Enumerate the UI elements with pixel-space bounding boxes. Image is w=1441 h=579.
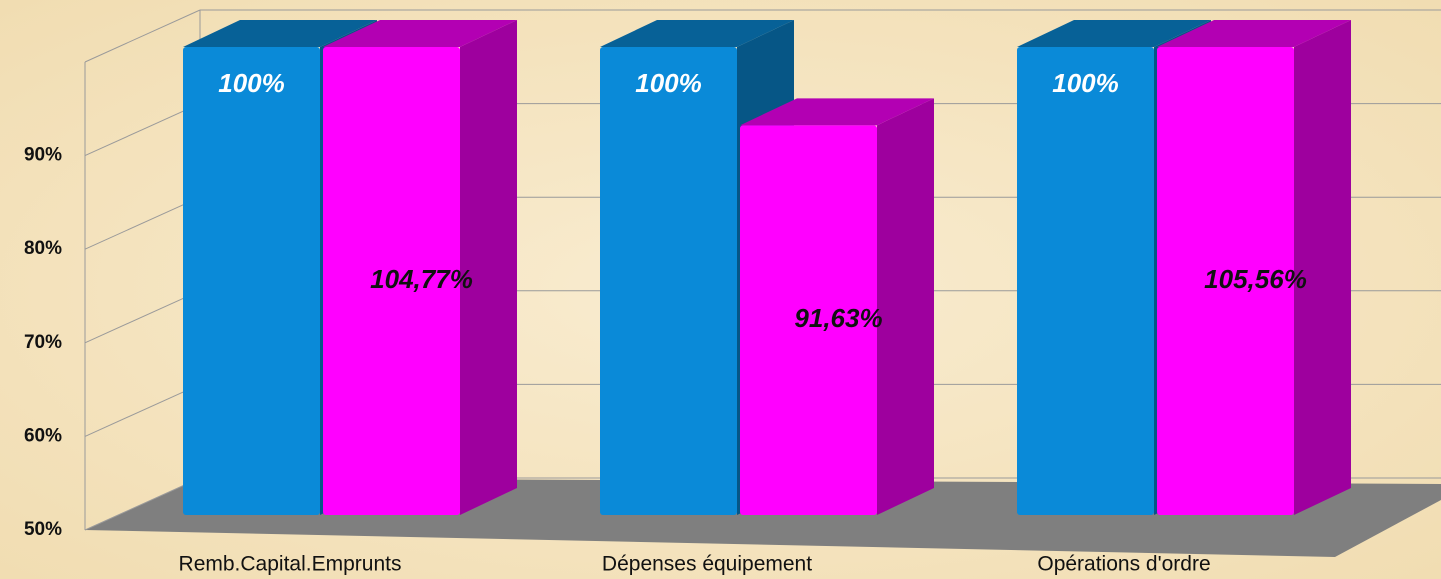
value-label: 100% [635, 68, 702, 98]
grid-line [84, 290, 201, 344]
bar-side [460, 20, 517, 515]
bar-top [183, 20, 377, 47]
y-tick-label: 80% [24, 238, 62, 259]
grid-line [84, 103, 201, 157]
grid-line [84, 383, 201, 437]
x-tick-label: Remb.Capital.Emprunts [179, 553, 402, 576]
bar-side [1294, 20, 1351, 515]
bar-top [323, 20, 517, 47]
y-tick-label: 60% [24, 425, 62, 446]
value-label: 104,77% [370, 264, 473, 294]
grid-line [84, 196, 201, 250]
x-tick-label: Opérations d'ordre [1037, 553, 1210, 576]
side-wall-top [84, 9, 201, 63]
bar [1017, 47, 1154, 515]
y-tick-label: 50% [24, 519, 62, 540]
bar [183, 47, 320, 515]
value-label: 91,63% [794, 303, 882, 333]
value-label: 105,56% [1204, 264, 1307, 294]
bar [600, 47, 737, 515]
value-label: 100% [218, 68, 285, 98]
bar-top [1157, 20, 1351, 47]
x-tick-label: Dépenses équipement [602, 553, 812, 576]
bar-top [600, 20, 794, 47]
bar [323, 47, 460, 515]
bar [740, 125, 877, 515]
bar-top [1017, 20, 1211, 47]
grid-line [84, 477, 201, 531]
y-tick-label: 90% [24, 145, 62, 166]
bar-side [877, 98, 934, 515]
bar-top [740, 98, 934, 126]
value-label: 100% [1052, 68, 1119, 98]
y-tick-label: 70% [24, 332, 62, 353]
bar [1157, 47, 1294, 515]
